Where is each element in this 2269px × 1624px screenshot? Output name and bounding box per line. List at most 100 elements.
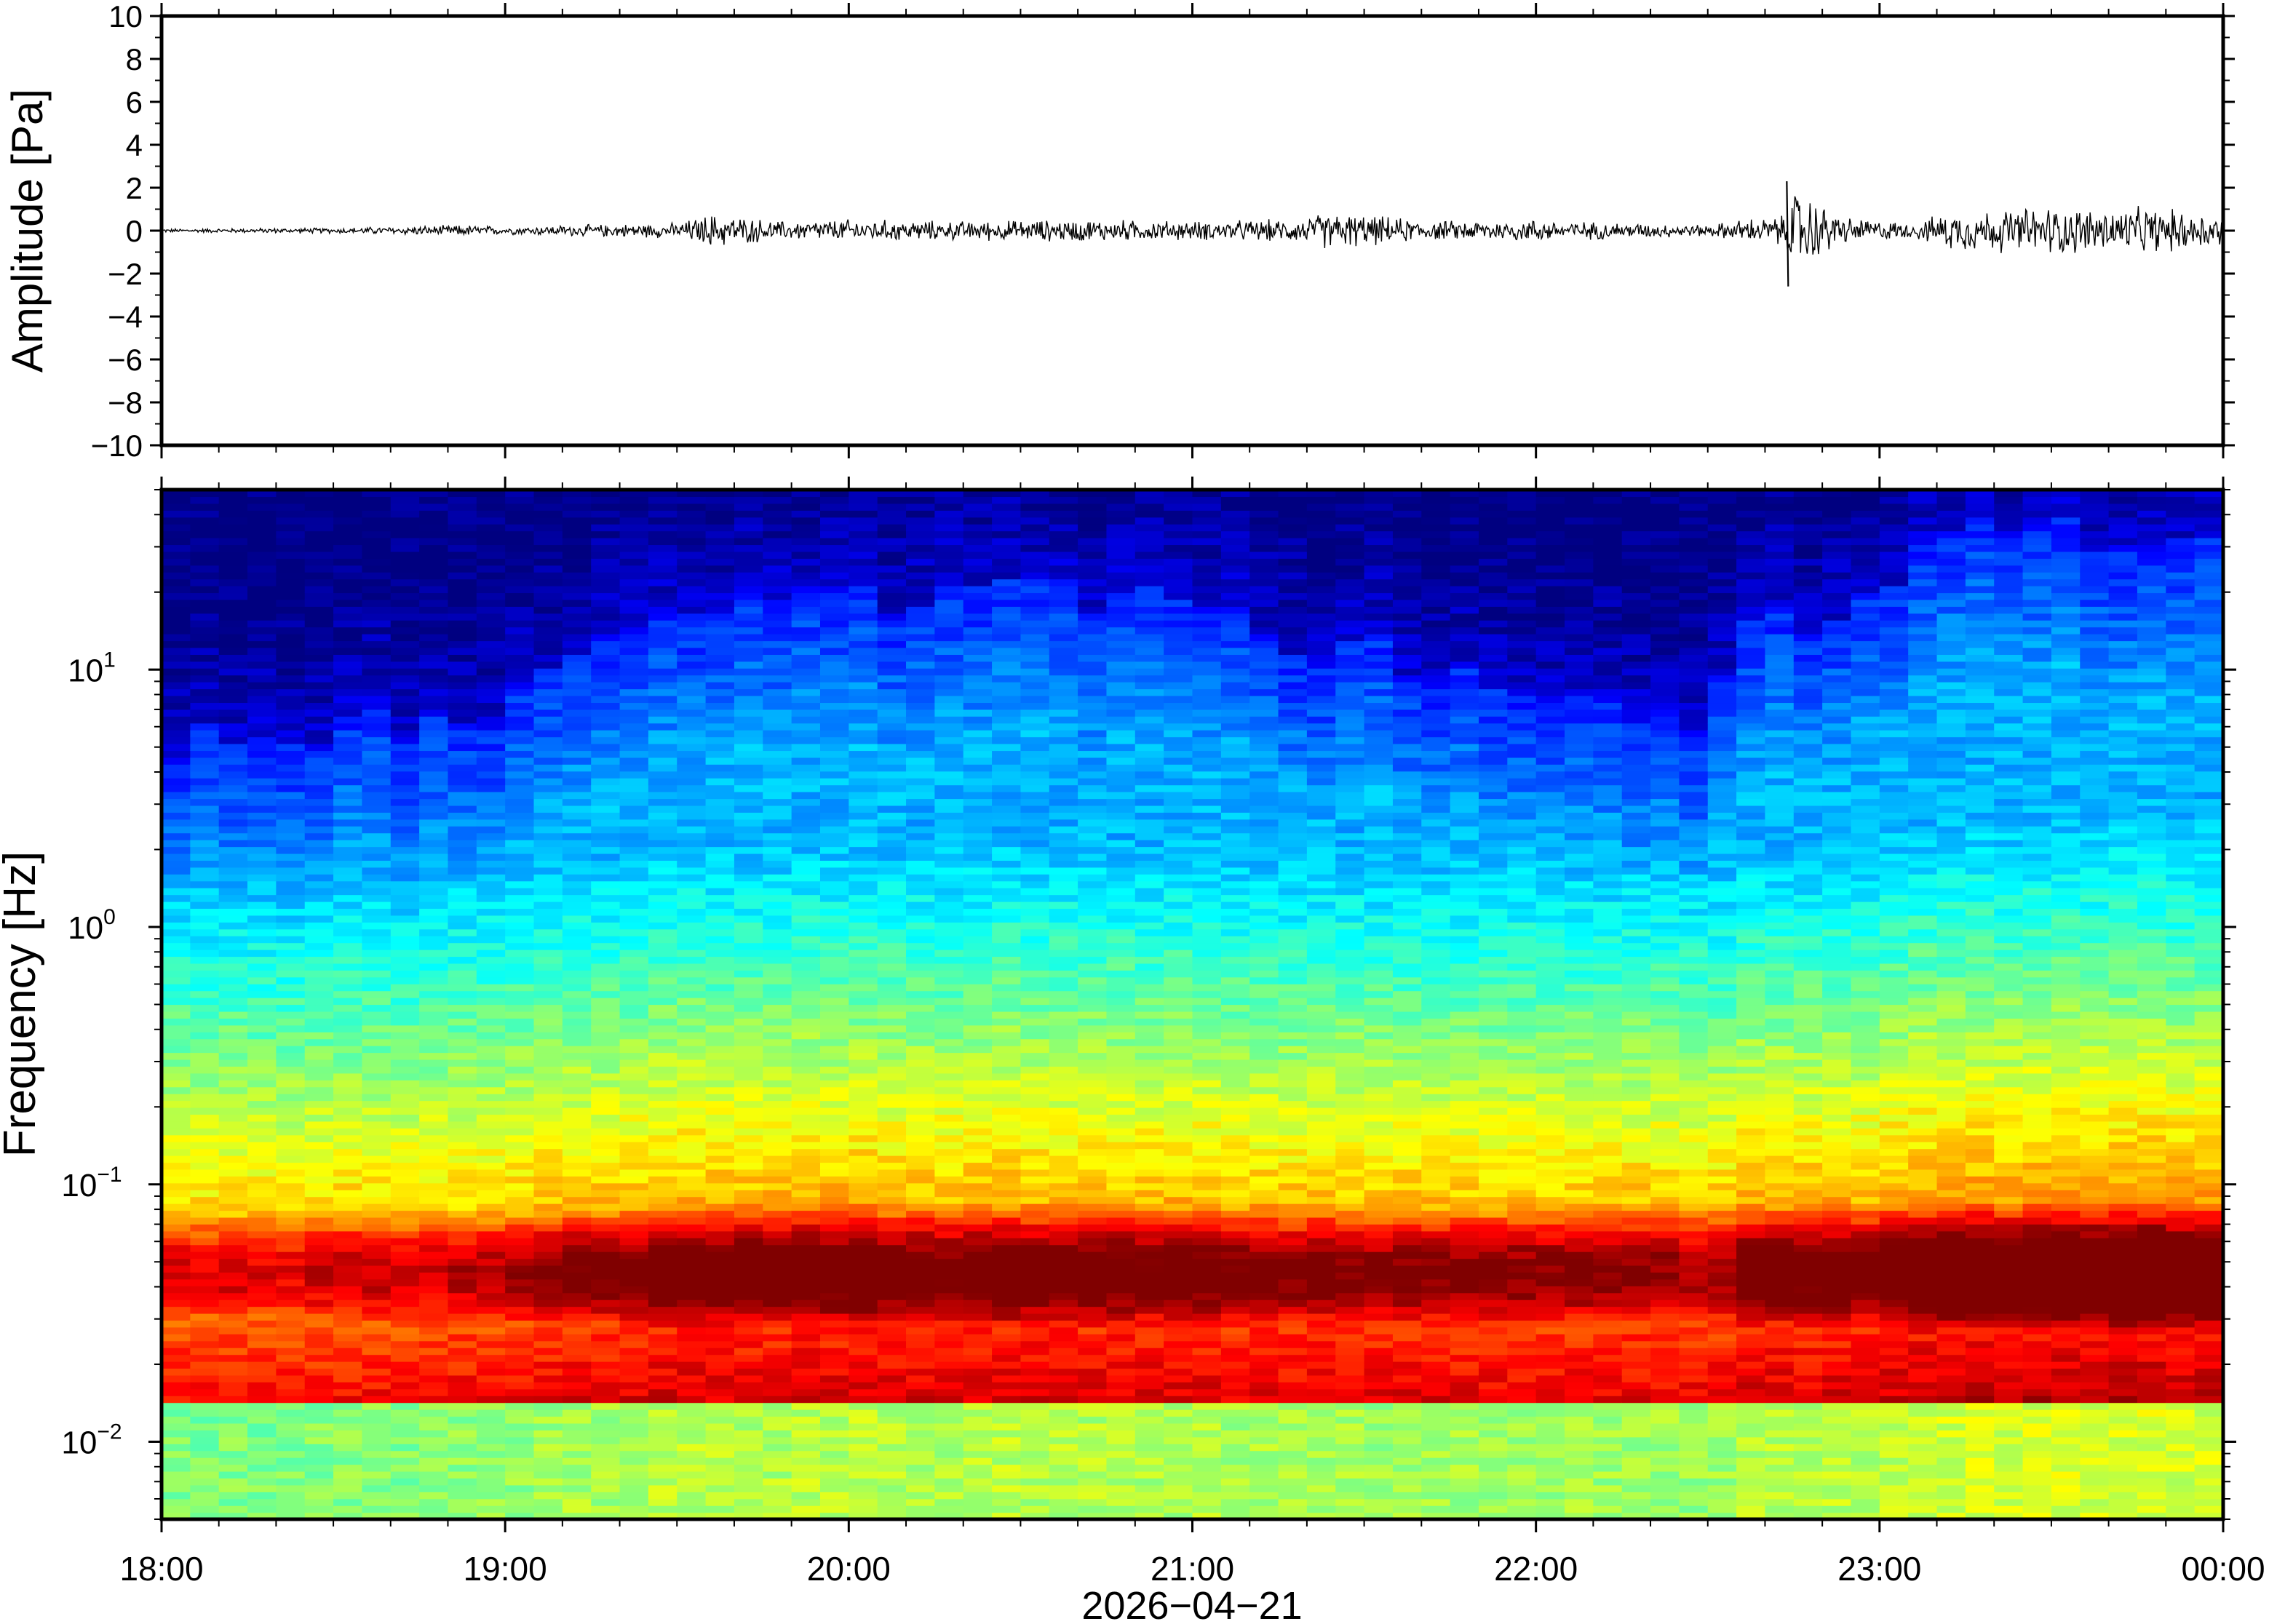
spectrogram-cell (763, 1072, 792, 1080)
spectrogram-cell (476, 1409, 506, 1417)
spectrogram-cell (734, 990, 763, 998)
spectrogram-cell (906, 654, 935, 662)
spectrogram-cell (533, 976, 563, 984)
spectrogram-cell (1049, 696, 1078, 704)
spectrogram-cell (476, 736, 506, 744)
spectrogram-cell (619, 626, 649, 634)
spectrogram-cell (247, 1450, 277, 1458)
spectrogram-cell (218, 1402, 248, 1410)
spectrogram-cell (476, 640, 506, 648)
spectrogram-cell (677, 572, 707, 580)
spectrogram-cell (705, 1334, 735, 1342)
spectrogram-cell (849, 1107, 878, 1115)
spectrogram-cell (591, 826, 621, 834)
spectrogram-cell (648, 1464, 677, 1472)
spectrogram-cell (562, 1046, 592, 1054)
spectrogram-cell (304, 1046, 334, 1054)
spectrogram-cell (505, 1224, 535, 1232)
spectrogram-cell (992, 709, 1022, 717)
spectrogram-cell (333, 819, 363, 827)
spectrogram-cell (934, 1162, 964, 1170)
spectrogram-cell (1078, 1155, 1108, 1163)
spectrogram-cell (849, 1046, 878, 1054)
spectrogram-cell (906, 558, 935, 566)
spectrogram-cell (734, 908, 763, 916)
spectrogram-cell (362, 661, 392, 669)
spectrogram-cell (304, 503, 334, 511)
spectrogram-cell (476, 798, 506, 806)
spectrogram-cell (705, 654, 735, 662)
spectrogram-cell (877, 1430, 907, 1438)
spectrogram-cell (218, 840, 248, 848)
waveform-y-tick-label: −4 (108, 300, 143, 334)
spectrogram-cell (419, 908, 449, 916)
spectrogram-cell (734, 764, 763, 772)
spectrogram-cell (591, 840, 621, 848)
spectrogram-cell (362, 1155, 392, 1163)
spectrogram-cell (333, 1251, 363, 1259)
spectrogram-cell (705, 928, 735, 936)
spectrogram-cell (190, 606, 220, 614)
spectrogram-cell (677, 688, 707, 696)
spectrogram-cell (304, 736, 334, 744)
spectrogram-cell (562, 1128, 592, 1136)
spectrogram-cell (304, 551, 334, 559)
spectrogram-cell (390, 744, 420, 752)
spectrogram-cell (562, 730, 592, 738)
spectrogram-cell (791, 517, 821, 525)
spectrogram-cell (276, 1340, 306, 1348)
spectrogram-cell (247, 1080, 277, 1088)
spectrogram-cell (648, 592, 677, 600)
spectrogram-cell (992, 901, 1022, 909)
spectrogram-cell (1049, 1230, 1078, 1238)
spectrogram-cell (705, 1121, 735, 1129)
spectrogram-cell (476, 812, 506, 820)
spectrogram-cell (333, 1492, 363, 1500)
spectrogram-cell (619, 674, 649, 682)
spectrogram-cell (533, 674, 563, 682)
spectrogram-cell (963, 1416, 993, 1424)
spectrogram-cell (304, 1313, 334, 1321)
spectrogram-cell (390, 565, 420, 573)
spectrogram-cell (619, 976, 649, 984)
spectrogram-cell (877, 558, 907, 566)
spectrogram-cell (162, 1203, 191, 1211)
spectrogram-cell (1020, 1238, 1050, 1246)
spectrogram-cell (791, 826, 821, 834)
spectrogram-cell (877, 880, 907, 888)
spectrogram-cell (648, 634, 677, 642)
spectrogram-cell (562, 1498, 592, 1506)
spectrogram-cell (763, 1169, 792, 1177)
spectrogram-cell (763, 798, 792, 806)
spectrogram-cell (448, 936, 477, 944)
spectrogram-cell (448, 757, 477, 765)
spectrogram-cell (304, 771, 334, 779)
spectrogram-cell (304, 510, 334, 518)
spectrogram-cell (419, 668, 449, 676)
spectrogram-cell (992, 1505, 1022, 1513)
spectrogram-cell (963, 730, 993, 738)
spectrogram-cell (763, 1430, 792, 1438)
spectrogram-cell (562, 565, 592, 573)
spectrogram-cell (304, 1265, 334, 1273)
spectrogram-cell (1078, 1436, 1108, 1444)
spectrogram-cell (992, 942, 1022, 950)
spectrogram-cell (963, 894, 993, 902)
spectrogram-cell (763, 1436, 792, 1444)
spectrogram-cell (218, 668, 248, 676)
spectrogram-cell (677, 1080, 707, 1088)
spectrogram-cell (419, 1094, 449, 1102)
spectrogram-cell (247, 744, 277, 752)
spectrogram-cell (190, 524, 220, 532)
spectrogram-cell (877, 1492, 907, 1500)
spectrogram-cell (333, 654, 363, 662)
spectrogram-cell (791, 716, 821, 724)
spectrogram-cell (1049, 613, 1078, 621)
spectrogram-cell (333, 1121, 363, 1129)
spectrogram-cell (992, 730, 1022, 738)
spectrogram-cell (276, 1230, 306, 1238)
spectrogram-cell (276, 1457, 306, 1465)
spectrogram-cell (390, 696, 420, 704)
spectrogram-cell (190, 1004, 220, 1012)
spectrogram-cell (333, 860, 363, 868)
